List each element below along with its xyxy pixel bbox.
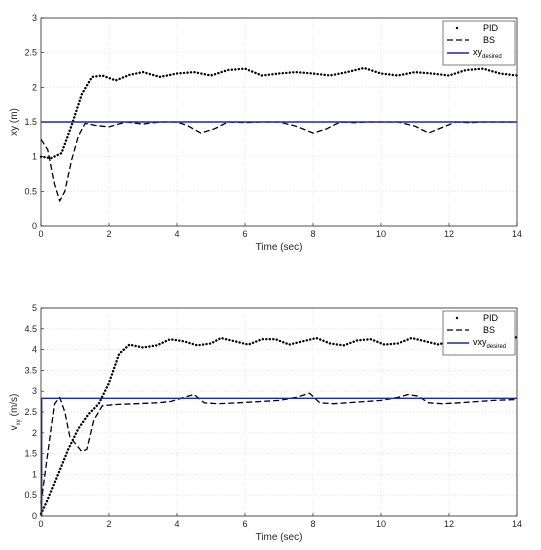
y-tick-label: 4 — [32, 345, 37, 355]
y-tick-label: 1 — [32, 469, 37, 479]
legend-label-desired-main: xy — [473, 47, 483, 57]
legend-label-desired-sub: desired — [482, 54, 502, 60]
legend-marker-pid — [455, 26, 459, 30]
y-tick-label: 2 — [32, 428, 37, 438]
y-axis-label: xy (m) — [9, 108, 20, 136]
y-tick-label: 0 — [32, 221, 37, 231]
legend-box — [442, 310, 516, 356]
legend: PID BS vxydesired — [442, 310, 516, 356]
series-line-bs — [40, 121, 517, 202]
x-tick-label: 14 — [512, 229, 522, 239]
legend-label-desired: vxydesired — [473, 337, 506, 350]
y-axis-label-sub: xy — [16, 419, 22, 425]
plot-1: 0 2 4 6 8 10 12 14 0 0.5 1 1.5 2 2.5 3 3.5 4 4.5 5 Time (se… — [9, 303, 522, 543]
series-line-vxy-desired — [41, 397, 517, 517]
series-line-pid — [39, 335, 519, 516]
legend-label-bs: BS — [483, 35, 495, 45]
legend-marker-pid — [455, 316, 459, 320]
x-tick-label: 2 — [106, 519, 111, 529]
x-tick-label: 12 — [444, 229, 454, 239]
y-tick-label: 2.5 — [24, 48, 37, 58]
y-tick-label: 4.5 — [24, 324, 37, 334]
legend-label-pid: PID — [483, 23, 499, 33]
y-tick-label: 0.5 — [24, 490, 37, 500]
y-axis-label: vxy (m/s) — [9, 394, 22, 431]
x-tick-label: 6 — [242, 229, 247, 239]
x-tick-label: 12 — [444, 519, 454, 529]
y-tick-label: 2.5 — [24, 407, 37, 417]
series-line-bs — [40, 392, 518, 504]
legend-label-bs: BS — [483, 325, 495, 335]
y-axis-label-main: v — [9, 425, 20, 430]
y-tick-label: 0.5 — [24, 186, 37, 196]
y-tick-label: 1.5 — [24, 117, 37, 127]
legend-box — [442, 20, 516, 66]
legend-label-desired-sub: desired — [487, 344, 507, 350]
y-tick-label: 5 — [32, 303, 37, 313]
y-tick-label: 0 — [32, 511, 37, 521]
y-axis-label-unit: (m/s) — [9, 394, 20, 417]
x-tick-label: 4 — [174, 519, 179, 529]
x-tick-label: 2 — [106, 229, 111, 239]
x-tick-label: 10 — [376, 229, 386, 239]
y-tick-label: 3 — [32, 386, 37, 396]
plot-0: 0 2 4 6 8 10 12 14 0 0.5 1 1.5 2 2.5 3 Time (sec) xy (m)… — [9, 13, 522, 253]
x-tick-label: 0 — [38, 229, 43, 239]
x-tick-label: 10 — [376, 519, 386, 529]
x-axis-label: Time (sec) — [256, 242, 303, 253]
y-tick-label: 3.5 — [24, 365, 37, 375]
y-tick-label: 3 — [32, 13, 37, 23]
x-tick-label: 8 — [310, 229, 315, 239]
x-tick-label: 8 — [310, 519, 315, 529]
x-tick-label: 0 — [38, 519, 43, 529]
y-tick-label: 1 — [32, 152, 37, 162]
x-tick-label: 6 — [242, 519, 247, 529]
legend-label-desired-main: vxy — [473, 337, 487, 347]
y-tick-label: 1.5 — [24, 449, 37, 459]
series-line-pid — [39, 66, 519, 160]
x-tick-label: 4 — [174, 229, 179, 239]
x-axis-label: Time (sec) — [256, 532, 303, 543]
legend-label-desired: xydesired — [473, 47, 502, 60]
y-tick-label: 2 — [32, 82, 37, 92]
legend-label-pid: PID — [483, 313, 499, 323]
x-tick-label: 14 — [512, 519, 522, 529]
